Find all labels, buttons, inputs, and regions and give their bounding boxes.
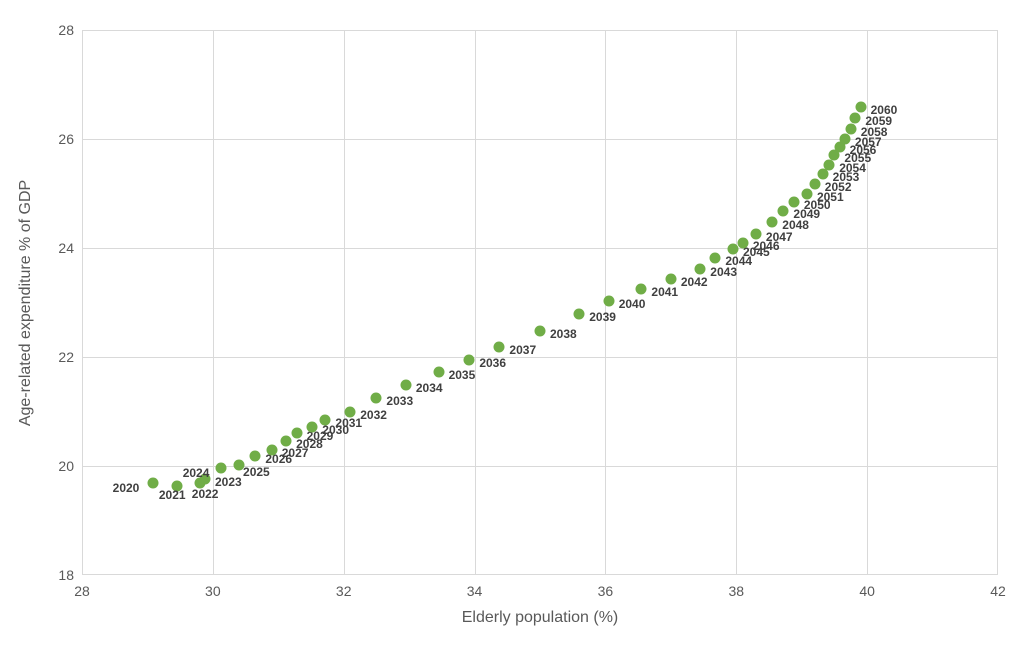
data-point-label: 2040	[619, 297, 646, 311]
data-point	[737, 237, 748, 248]
x-tick-label: 34	[467, 583, 483, 599]
x-tick-label: 36	[598, 583, 614, 599]
data-point	[464, 354, 475, 365]
data-point-label: 2039	[589, 310, 616, 324]
data-point	[250, 451, 261, 462]
data-point	[839, 134, 850, 145]
gridline-horizontal	[82, 248, 998, 249]
data-point-label: 2042	[681, 275, 708, 289]
y-tick-label: 28	[58, 22, 82, 38]
data-point	[809, 178, 820, 189]
data-point	[291, 428, 302, 439]
data-point-label: 2060	[871, 103, 898, 117]
x-tick-label: 30	[205, 583, 221, 599]
data-point-label: 2035	[449, 368, 476, 382]
x-tick-label: 28	[74, 583, 90, 599]
y-tick-label: 18	[58, 567, 82, 583]
gridline-horizontal	[82, 357, 998, 358]
data-point	[824, 160, 835, 171]
data-point-label: 2025	[243, 465, 270, 479]
data-point	[400, 380, 411, 391]
data-point-label: 2041	[651, 285, 678, 299]
data-point	[636, 283, 647, 294]
x-axis-title: Elderly population (%)	[462, 609, 619, 627]
data-point-label: 2022	[192, 487, 219, 501]
data-point	[855, 102, 866, 113]
y-tick-label: 20	[58, 458, 82, 474]
data-point	[535, 325, 546, 336]
data-point	[494, 342, 505, 353]
data-point	[817, 169, 828, 180]
gridline-vertical	[867, 30, 868, 575]
y-tick-label: 24	[58, 240, 82, 256]
data-point	[147, 478, 158, 489]
data-point	[801, 188, 812, 199]
y-axis-title: Age-related expenditure % of GDP	[17, 179, 35, 425]
data-point	[845, 124, 856, 135]
data-point	[778, 205, 789, 216]
scatter-chart: 2830323436384042182022242628Elderly popu…	[0, 0, 1024, 651]
data-point	[665, 274, 676, 285]
data-point	[574, 309, 585, 320]
x-tick-label: 38	[728, 583, 744, 599]
data-point-label: 2036	[479, 356, 506, 370]
data-point	[728, 244, 739, 255]
x-tick-label: 40	[859, 583, 875, 599]
data-point	[320, 414, 331, 425]
data-point	[750, 228, 761, 239]
data-point-label: 2038	[550, 327, 577, 341]
data-point-label: 2047	[766, 230, 793, 244]
data-point-label: 2031	[335, 416, 362, 430]
data-point	[371, 392, 382, 403]
data-point-label: 2037	[509, 343, 536, 357]
data-point	[850, 113, 861, 124]
data-point	[307, 421, 318, 432]
data-point	[710, 252, 721, 263]
data-point-label: 2033	[386, 394, 413, 408]
data-point	[433, 366, 444, 377]
x-tick-label: 32	[336, 583, 352, 599]
data-point	[266, 444, 277, 455]
data-point	[281, 436, 292, 447]
data-point-label: 2024	[183, 466, 210, 480]
data-point	[215, 463, 226, 474]
y-tick-label: 26	[58, 131, 82, 147]
data-point-label: 2021	[159, 488, 186, 502]
data-point-label: 2020	[113, 481, 140, 495]
data-point	[695, 263, 706, 274]
data-point	[345, 406, 356, 417]
gridline-vertical	[475, 30, 476, 575]
x-tick-label: 42	[990, 583, 1006, 599]
data-point	[788, 196, 799, 207]
data-point-label: 2032	[360, 408, 387, 422]
data-point	[603, 296, 614, 307]
gridline-vertical	[736, 30, 737, 575]
data-point-label: 2034	[416, 381, 443, 395]
y-tick-label: 22	[58, 349, 82, 365]
gridline-vertical	[344, 30, 345, 575]
data-point-label: 2023	[215, 475, 242, 489]
data-point	[767, 216, 778, 227]
